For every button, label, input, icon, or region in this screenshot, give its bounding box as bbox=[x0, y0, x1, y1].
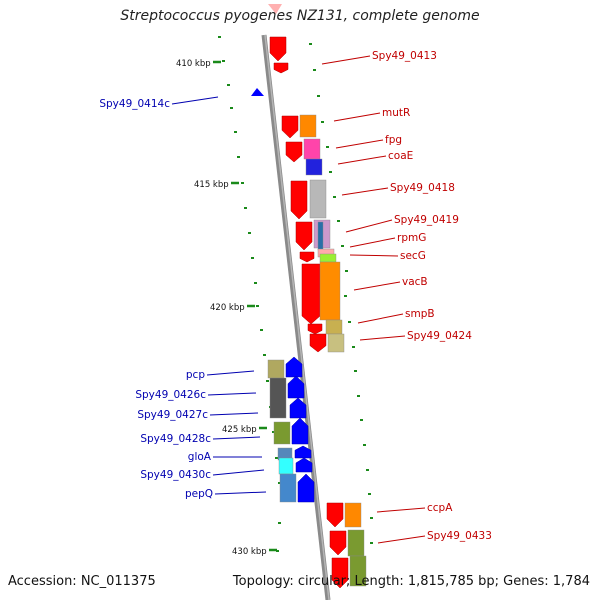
cog-box-17 bbox=[344, 502, 362, 528]
cog-box-9 bbox=[325, 319, 343, 335]
cog-box-13 bbox=[273, 421, 291, 445]
cog-box-5 bbox=[317, 221, 324, 251]
reverse-gene-arrow-0 bbox=[285, 356, 303, 378]
gene-label-reverse-1: pcp bbox=[186, 369, 205, 381]
leader-reverse-0 bbox=[171, 96, 219, 105]
cog-box-8 bbox=[319, 261, 341, 321]
leader-forward-2 bbox=[335, 139, 384, 149]
gene-labels: Spy49_0413 mutR fpg coaE Spy49_0418 Spy49_041… bbox=[99, 50, 492, 542]
cog-box-10 bbox=[327, 333, 345, 353]
backbone-ticks bbox=[218, 36, 373, 552]
gene-label-forward-6: rpmG bbox=[397, 232, 426, 244]
cog-box-16 bbox=[279, 473, 297, 503]
kbp-label-0: 410 kbp bbox=[176, 59, 211, 69]
cog-box-2 bbox=[305, 158, 323, 176]
gene-label-forward-11: ccpA bbox=[427, 502, 453, 514]
reverse-gene-arrow-2 bbox=[289, 397, 307, 419]
forward-gene-arrow-8 bbox=[307, 323, 323, 335]
forward-gene-arrow-2 bbox=[281, 115, 299, 139]
forward-gene-arrow-10 bbox=[326, 502, 344, 528]
reverse-gene-arrow-5 bbox=[295, 457, 313, 473]
reverse-gene-arrow-1 bbox=[287, 375, 305, 399]
cog-box-11 bbox=[267, 359, 285, 379]
leader-reverse-3 bbox=[209, 412, 259, 416]
cog-box-12 bbox=[269, 377, 287, 419]
forward-gene-arrow-1 bbox=[273, 62, 289, 74]
accession-text: Accession: NC_011375 bbox=[8, 574, 156, 589]
forward-gene-arrow-5 bbox=[295, 221, 313, 251]
forward-gene-arrow-3 bbox=[285, 141, 303, 163]
kbp-label-2: 420 kbp bbox=[210, 303, 245, 313]
gene-label-reverse-3: Spy49_0427c bbox=[137, 409, 208, 421]
leader-reverse-2 bbox=[207, 392, 257, 396]
topology-text: Topology: circular; Length: 1,815,785 bp… bbox=[232, 574, 590, 589]
leader-forward-3 bbox=[337, 155, 387, 165]
reverse-gene-arrow-small bbox=[251, 88, 264, 96]
kbp-label-3: 425 kbp bbox=[222, 425, 257, 435]
leader-forward-8 bbox=[353, 281, 401, 291]
leader-forward-7 bbox=[349, 254, 399, 257]
leader-forward-0 bbox=[321, 55, 371, 65]
leader-reverse-6 bbox=[212, 469, 265, 476]
top-marker-shape bbox=[268, 4, 282, 14]
genome-title: Streptococcus pyogenes NZ131, complete g… bbox=[120, 8, 480, 24]
leader-reverse-4 bbox=[212, 436, 261, 440]
forward-gene-arrow-4 bbox=[290, 180, 308, 220]
cog-box-19 bbox=[349, 555, 367, 587]
gene-label-forward-12: Spy49_0433 bbox=[427, 530, 492, 542]
forward-gene-arrow-9 bbox=[309, 333, 327, 353]
gene-label-forward-8: vacB bbox=[402, 276, 428, 288]
kbp-label-4: 430 kbp bbox=[232, 547, 267, 557]
forward-gene-arrow-6 bbox=[299, 251, 315, 263]
leader-forward-5 bbox=[345, 219, 393, 233]
gene-label-forward-9: smpB bbox=[405, 308, 435, 320]
leader-reverse-7 bbox=[214, 491, 267, 495]
cog-box-0 bbox=[299, 114, 317, 138]
gene-label-forward-7: secG bbox=[400, 250, 426, 262]
gene-label-forward-5: Spy49_0419 bbox=[394, 214, 459, 226]
forward-genes bbox=[269, 36, 349, 589]
gene-label-reverse-6: Spy49_0430c bbox=[140, 469, 211, 481]
gene-label-forward-10: Spy49_0424 bbox=[407, 330, 472, 342]
gene-label-reverse-2: Spy49_0426c bbox=[135, 389, 206, 401]
gene-label-forward-3: coaE bbox=[388, 150, 413, 162]
leader-reverse-1 bbox=[206, 370, 255, 376]
forward-gene-arrow-11 bbox=[329, 530, 347, 556]
gene-label-forward-2: fpg bbox=[385, 134, 402, 146]
leader-forward-10 bbox=[359, 335, 406, 341]
label-leader-lines bbox=[171, 55, 426, 544]
gene-label-reverse-5: gloA bbox=[188, 451, 212, 463]
cog-box-1 bbox=[303, 138, 321, 160]
cog-box-3 bbox=[309, 179, 327, 219]
genome-backbone-highlight bbox=[264, 34, 330, 600]
leader-forward-11 bbox=[376, 507, 426, 513]
cog-box-18 bbox=[347, 529, 365, 557]
leader-forward-4 bbox=[341, 187, 389, 196]
cog-color-boxes bbox=[267, 114, 367, 587]
gene-label-forward-1: mutR bbox=[382, 107, 410, 119]
forward-gene-arrow-7 bbox=[301, 263, 321, 325]
reverse-gene-arrow-4 bbox=[294, 445, 312, 459]
gene-label-reverse-7: pepQ bbox=[185, 488, 213, 500]
leader-forward-9 bbox=[357, 313, 404, 324]
gene-label-reverse-4: Spy49_0428c bbox=[140, 433, 211, 445]
reverse-gene-arrow-6 bbox=[297, 473, 315, 503]
forward-gene-arrow-0 bbox=[269, 36, 287, 62]
cog-box-7 bbox=[319, 253, 337, 263]
leader-forward-6 bbox=[349, 237, 396, 248]
forward-gene-arrow-12 bbox=[331, 557, 349, 589]
leader-forward-12 bbox=[377, 535, 426, 544]
gene-label-forward-0: Spy49_0413 bbox=[372, 50, 437, 62]
reverse-genes bbox=[251, 4, 315, 503]
genome-backbone bbox=[261, 34, 331, 600]
reverse-gene-arrow-3 bbox=[291, 417, 309, 445]
gene-label-reverse-0: Spy49_0414c bbox=[99, 98, 170, 110]
gene-label-forward-4: Spy49_0418 bbox=[390, 182, 455, 194]
kbp-scale: 410 kbp 415 kbp 420 kbp 425 kbp 430 kbp bbox=[176, 59, 277, 557]
kbp-label-1: 415 kbp bbox=[194, 180, 229, 190]
leader-forward-1 bbox=[333, 112, 381, 122]
cog-box-15 bbox=[278, 457, 294, 475]
